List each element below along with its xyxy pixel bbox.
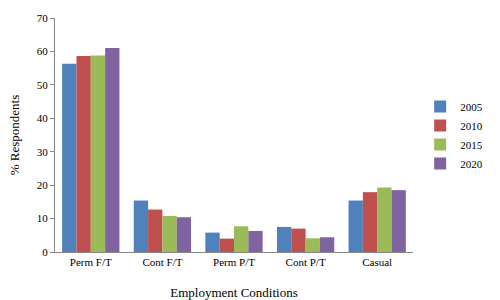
svg-text:30: 30 [37,146,49,158]
svg-text:2010: 2010 [460,120,483,132]
svg-text:40: 40 [37,112,49,124]
svg-text:60: 60 [37,45,49,57]
svg-text:Perm F/T: Perm F/T [70,256,112,268]
svg-text:10: 10 [37,212,49,224]
svg-text:2020: 2020 [460,158,483,170]
svg-text:20: 20 [37,179,49,191]
svg-text:70: 70 [37,12,49,24]
svg-text:% Respondents: % Respondents [7,95,22,176]
svg-text:2005: 2005 [460,101,483,113]
svg-text:50: 50 [37,79,49,91]
svg-text:Employment Conditions: Employment Conditions [170,285,297,300]
svg-text:Casual: Casual [362,256,392,268]
svg-text:Perm P/T: Perm P/T [213,256,255,268]
svg-text:Cont P/T: Cont P/T [286,256,326,268]
svg-text:0: 0 [42,246,48,258]
svg-text:Cont F/T: Cont F/T [142,256,182,268]
svg-text:2015: 2015 [460,139,483,151]
